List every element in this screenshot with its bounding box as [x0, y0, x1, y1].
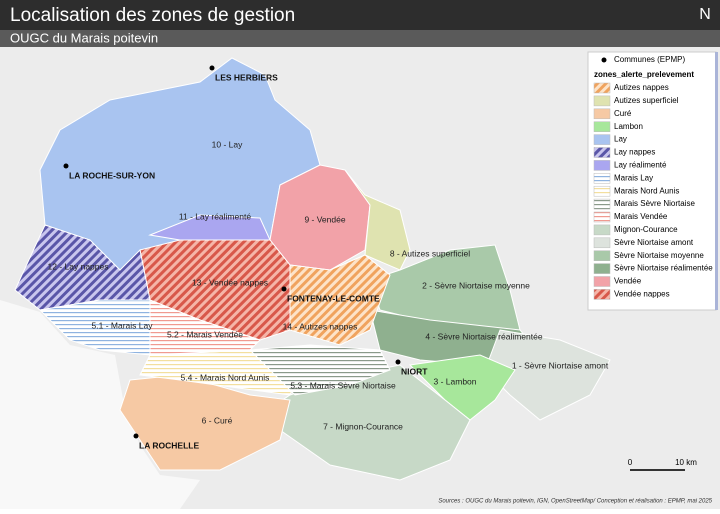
legend-label: Mignon-Courance	[614, 225, 678, 234]
city-label: NIORT	[401, 366, 428, 376]
legend-label: Lay	[614, 135, 627, 144]
legend-label: Marais Vendée	[614, 212, 668, 221]
legend-label: Marais Sèvre Niortaise	[614, 199, 695, 208]
legend-swatch	[593, 263, 611, 274]
zone-label: 12 - Lay nappes	[48, 261, 109, 271]
zone-label: 11 - Lay réalimenté	[179, 211, 251, 221]
legend-swatch	[593, 237, 611, 249]
legend-swatch	[593, 250, 611, 261]
zone-label: 13 - Vendée nappes	[192, 277, 268, 287]
zone-label: 1 - Sèvre Niortaise amont	[512, 360, 609, 370]
legend-label: Sèvre Niortaise moyenne	[614, 251, 704, 260]
north-arrow: N	[699, 6, 711, 23]
city-dot	[209, 65, 215, 71]
legend-label: Vendée nappes	[614, 290, 670, 299]
zone-label: 4 - Sèvre Niortaise réalimentée	[425, 331, 542, 341]
zone-label: 7 - Mignon-Courance	[323, 421, 403, 431]
zone-area	[344, 169, 411, 271]
city-dot	[133, 433, 139, 439]
legend-swatch	[593, 224, 611, 236]
zone-area	[38, 299, 151, 356]
legend-label: Autizes nappes	[614, 83, 669, 92]
zone-label: 2 - Sèvre Niortaise moyenne	[422, 280, 530, 290]
legend-swatch	[593, 160, 611, 171]
city-label: LA ROCHELLE	[139, 440, 199, 450]
zone-label: 14 - Autizes nappes	[283, 321, 358, 331]
scale-start: 0	[628, 458, 633, 467]
legend-label: Autizes superficiel	[614, 96, 679, 105]
zone-label: 3 - Lambon	[434, 376, 477, 386]
legend-label: Curé	[614, 109, 632, 118]
city-dot	[281, 286, 287, 292]
legend-swatch	[593, 185, 611, 197]
zone-label: 5.1 - Marais Lay	[92, 320, 154, 330]
legend-label: Sèvre Niortaise amont	[614, 238, 694, 247]
legend-label: Sèvre Niortaise réalimentée	[614, 264, 713, 273]
legend-communes: Communes (EPMP)	[614, 55, 685, 64]
zone-label: 8 - Autizes superficiel	[390, 248, 470, 258]
sources: Sources : OUGC du Marais poitevin, IGN, …	[438, 499, 712, 505]
title-bar	[0, 0, 720, 30]
zone-area	[289, 254, 391, 346]
city-label: LES HERBIERS	[215, 72, 278, 82]
subtitle-bar	[0, 30, 720, 47]
zone-label: 6 - Curé	[202, 415, 233, 425]
legend-label: Lay nappes	[614, 148, 655, 157]
zone-label: 10 - Lay	[212, 139, 243, 149]
scale-end: 10 km	[675, 458, 697, 467]
city-dot	[63, 163, 69, 169]
zone-area	[148, 214, 271, 241]
city-dot	[395, 359, 401, 365]
legend-swatch	[593, 121, 611, 132]
legend-swatch	[593, 276, 611, 287]
legend-edge	[715, 52, 718, 310]
legend-label: Lambon	[614, 122, 643, 131]
city-label: LA ROCHE-SUR-YON	[69, 170, 155, 180]
subtitle: OUGC du Marais poitevin	[10, 30, 158, 45]
legend-title: zones_alerte_prelevement	[594, 70, 694, 79]
zone-area	[248, 344, 391, 396]
zone-label: 5.4 - Marais Nord Aunis	[181, 372, 270, 382]
legend-swatch	[593, 134, 611, 145]
legend-label: Lay réalimenté	[614, 161, 667, 170]
legend-label: Vendée	[614, 277, 642, 286]
legend-swatch	[593, 82, 611, 94]
legend-swatch	[593, 289, 611, 300]
zone-label: 9 - Vendée	[304, 214, 345, 224]
legend-items: Autizes nappes Autizes superficiel Curé Lam…	[593, 82, 713, 300]
zone-label: 5.3 - Marais Sèvre Niortaise	[290, 380, 396, 390]
legend-swatch	[593, 95, 611, 107]
legend-swatch	[593, 108, 611, 120]
sea	[0, 300, 200, 509]
legend-commune-dot	[601, 57, 607, 63]
labels-layer: 10 - Lay 11 - Lay réalimenté 9 - Vendée 8 -…	[48, 65, 609, 450]
legend-swatch	[593, 147, 611, 158]
legend-swatch	[593, 173, 611, 184]
legend-swatch	[593, 211, 611, 223]
city-label: FONTENAY-LE-COMTE	[287, 293, 380, 303]
legend-label: Marais Lay	[614, 173, 653, 182]
title: Localisation des zones de gestion	[10, 5, 295, 26]
legend-label: Marais Nord Aunis	[614, 186, 679, 195]
zone-label: 5.2 - Marais Vendée	[167, 329, 243, 339]
zones-layer	[14, 57, 611, 481]
legend-swatch	[593, 198, 611, 210]
